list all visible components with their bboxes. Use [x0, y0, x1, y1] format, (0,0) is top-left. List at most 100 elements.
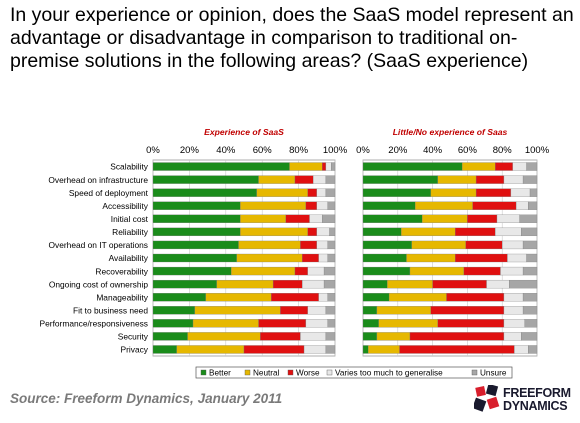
bar-2-accessibility-better — [362, 201, 416, 210]
bar-2-initial-cost-neutral — [422, 214, 468, 223]
legend-label-unsure: Unsure — [480, 368, 507, 377]
category-label-privacy: Privacy — [121, 345, 149, 355]
bar-2-availability-neutral — [406, 253, 456, 263]
bar-1-recoverability-varies-too-much-to-generalise — [307, 266, 325, 276]
bar-1-fit-to-business-need-unsure — [325, 306, 336, 315]
bar-1-speed-of-deployment-better — [152, 188, 257, 197]
x-tick-label-2-1: 20% — [388, 145, 408, 156]
bar-2-privacy-neutral — [368, 345, 400, 354]
bar-1-reliability-unsure — [329, 227, 336, 237]
bar-1-availability-worse — [302, 253, 319, 263]
bar-2-initial-cost-unsure — [519, 214, 538, 223]
bar-2-ongoing-cost-of-ownership-neutral — [387, 279, 433, 289]
bar-2-performance-responsiveness-unsure — [524, 319, 538, 328]
legend-label-better: Better — [209, 368, 231, 377]
bar-1-security-unsure — [325, 332, 336, 341]
bar-2-overhead-on-it-operations-worse — [465, 240, 503, 250]
logo-line-2: DYNAMICS — [503, 399, 568, 413]
bar-2-performance-responsiveness-neutral — [378, 319, 438, 328]
bar-2-security-worse — [409, 332, 505, 341]
bar-2-fit-to-business-need-better — [362, 306, 378, 315]
bar-2-initial-cost-varies-too-much-to-generalise — [496, 214, 520, 223]
bar-1-reliability-varies-too-much-to-generalise — [316, 227, 330, 237]
bar-1-accessibility-neutral — [240, 201, 307, 210]
bar-2-accessibility-varies-too-much-to-generalise — [515, 201, 529, 210]
category-label-scalability: Scalability — [110, 162, 149, 172]
bar-2-security-neutral — [376, 332, 411, 341]
bar-2-manageability-worse — [446, 293, 505, 302]
bar-2-initial-cost-worse — [467, 214, 498, 223]
legend-label-worse: Worse — [296, 368, 320, 377]
bar-1-performance-responsiveness-varies-too-much-to-generalise — [305, 319, 328, 328]
bar-1-security-neutral — [187, 332, 261, 341]
bar-2-scalability-unsure — [526, 162, 538, 171]
bar-1-scalability-better — [152, 162, 290, 171]
source-note: Source: Freeform Dynamics, January 2011 — [10, 391, 283, 406]
x-tick-label-1-1: 20% — [180, 145, 200, 156]
category-label-accessibility: Accessibility — [102, 201, 148, 211]
bar-1-manageability-better — [152, 293, 206, 302]
bar-2-fit-to-business-need-neutral — [376, 306, 432, 315]
bar-1-manageability-varies-too-much-to-generalise — [318, 293, 328, 302]
bar-2-recoverability-worse — [463, 266, 501, 276]
bar-2-overhead-on-infrastructure-varies-too-much-to-generalise — [503, 175, 524, 184]
bar-1-reliability-worse — [307, 227, 317, 237]
bar-2-recoverability-unsure — [522, 266, 538, 276]
bar-2-speed-of-deployment-better — [362, 188, 432, 197]
logo-mark-icon — [474, 385, 500, 412]
panel-title-1: Experience of SaaS — [204, 127, 284, 137]
bar-1-performance-responsiveness-better — [152, 319, 194, 328]
bar-1-overhead-on-infrastructure-unsure — [325, 175, 336, 184]
bar-1-overhead-on-infrastructure-varies-too-much-to-generalise — [313, 175, 327, 184]
bar-2-ongoing-cost-of-ownership-better — [362, 279, 388, 289]
bar-1-privacy-neutral — [176, 345, 245, 354]
bar-2-security-better — [362, 332, 378, 341]
bar-1-scalability-unsure — [331, 162, 336, 171]
bar-2-security-varies-too-much-to-generalise — [503, 332, 522, 341]
bar-2-manageability-varies-too-much-to-generalise — [503, 293, 524, 302]
bar-2-recoverability-neutral — [409, 266, 465, 276]
bar-2-performance-responsiveness-worse — [437, 319, 505, 328]
category-label-ongoing-cost-of-ownership: Ongoing cost of ownership — [49, 279, 149, 289]
category-label-recoverability: Recoverability — [95, 266, 148, 276]
bar-2-recoverability-varies-too-much-to-generalise — [500, 266, 524, 276]
bar-2-speed-of-deployment-unsure — [529, 188, 538, 197]
bar-2-scalability-varies-too-much-to-generalise — [512, 162, 527, 171]
bar-2-privacy-varies-too-much-to-generalise — [514, 345, 529, 354]
bar-1-privacy-better — [152, 345, 177, 354]
bar-1-recoverability-better — [152, 266, 232, 276]
bar-2-speed-of-deployment-varies-too-much-to-generalise — [510, 188, 531, 197]
bar-2-speed-of-deployment-neutral — [430, 188, 477, 197]
bar-1-speed-of-deployment-neutral — [256, 188, 308, 197]
x-tick-label-1-3: 60% — [253, 145, 273, 156]
bar-1-accessibility-unsure — [327, 201, 336, 210]
bar-1-initial-cost-worse — [285, 214, 310, 223]
bar-1-privacy-unsure — [325, 345, 336, 354]
bar-2-availability-better — [362, 253, 407, 263]
bar-2-manageability-unsure — [522, 293, 538, 302]
bar-1-overhead-on-infrastructure-neutral — [258, 175, 296, 184]
bar-2-reliability-neutral — [401, 227, 456, 237]
bar-1-privacy-varies-too-much-to-generalise — [303, 345, 327, 354]
bar-2-overhead-on-it-operations-better — [362, 240, 412, 250]
bar-2-fit-to-business-need-unsure — [522, 306, 538, 315]
bar-1-ongoing-cost-of-ownership-worse — [272, 279, 303, 289]
bar-2-fit-to-business-need-worse — [430, 306, 505, 315]
bar-1-availability-neutral — [236, 253, 303, 263]
x-tick-label-2-0: 0% — [356, 145, 370, 156]
legend-swatch-varies-too-much-to-generalise — [326, 369, 333, 376]
category-label-speed-of-deployment: Speed of deployment — [69, 188, 149, 198]
category-label-reliability: Reliability — [112, 227, 149, 237]
x-tick-label-2-3: 60% — [458, 145, 478, 156]
x-tick-label-1-5: 100% — [323, 145, 348, 156]
bar-2-availability-worse — [455, 253, 508, 263]
bar-1-accessibility-worse — [305, 201, 317, 210]
bar-2-overhead-on-it-operations-varies-too-much-to-generalise — [502, 240, 524, 250]
bar-1-fit-to-business-need-varies-too-much-to-generalise — [307, 306, 327, 315]
category-label-manageability: Manageability — [96, 292, 148, 302]
bar-1-fit-to-business-need-better — [152, 306, 196, 315]
bar-2-reliability-better — [362, 227, 402, 237]
bar-1-accessibility-better — [152, 201, 241, 210]
bar-1-initial-cost-better — [152, 214, 241, 223]
